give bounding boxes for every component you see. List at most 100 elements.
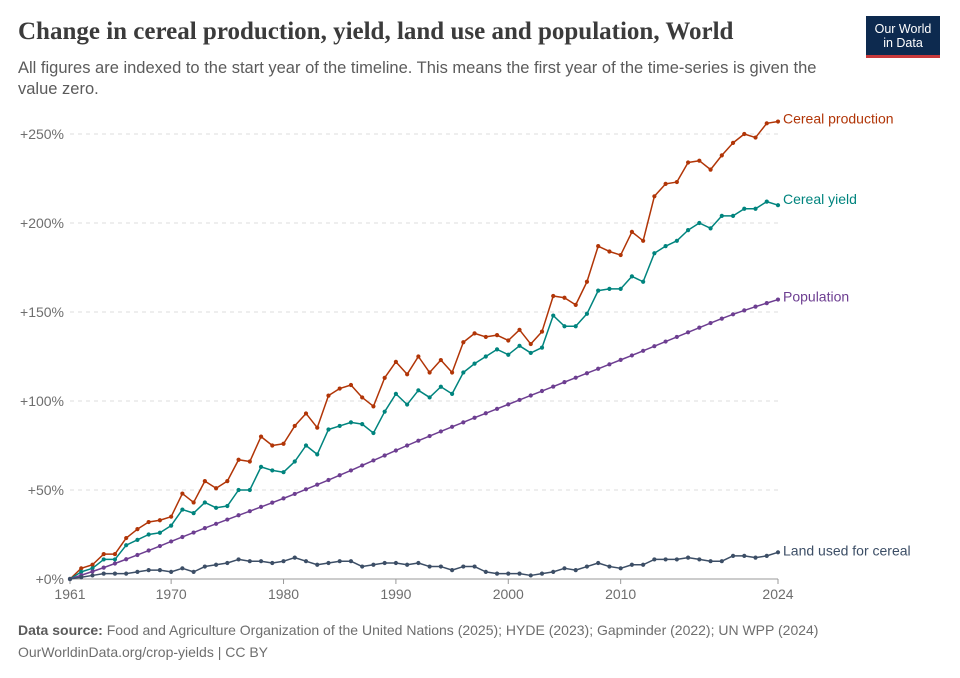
data-point[interactable] [674, 179, 679, 185]
data-point[interactable] [124, 571, 129, 576]
data-point[interactable] [112, 561, 118, 566]
data-point[interactable] [573, 375, 578, 380]
data-point[interactable] [247, 559, 252, 564]
data-point[interactable] [730, 140, 736, 145]
data-point[interactable] [416, 388, 421, 393]
data-point[interactable] [517, 327, 522, 332]
data-point[interactable] [225, 479, 230, 484]
data-point[interactable] [191, 500, 196, 505]
data-point[interactable] [494, 406, 500, 411]
data-point[interactable] [382, 409, 387, 414]
data-point[interactable] [652, 251, 657, 256]
data-point[interactable] [371, 562, 376, 567]
data-point[interactable] [303, 411, 309, 416]
data-point[interactable] [730, 312, 736, 317]
data-point[interactable] [562, 566, 567, 571]
data-point[interactable] [303, 443, 309, 448]
data-point[interactable] [225, 560, 230, 566]
data-point[interactable] [202, 479, 207, 484]
data-point[interactable] [371, 404, 376, 409]
data-point[interactable] [674, 238, 679, 243]
data-point[interactable] [618, 252, 623, 258]
data-point[interactable] [652, 194, 657, 199]
data-point[interactable] [697, 325, 702, 330]
data-point[interactable] [101, 557, 106, 562]
data-point[interactable] [112, 557, 118, 562]
data-point[interactable] [494, 347, 500, 352]
data-point[interactable] [753, 135, 758, 140]
data-point[interactable] [258, 559, 264, 564]
data-point[interactable] [708, 320, 713, 326]
data-point[interactable] [348, 420, 354, 425]
data-point[interactable] [382, 375, 387, 380]
data-point[interactable] [742, 308, 747, 313]
data-point[interactable] [213, 505, 219, 510]
data-point[interactable] [607, 249, 612, 254]
data-point[interactable] [674, 557, 679, 562]
data-point[interactable] [719, 213, 724, 218]
data-point[interactable] [472, 415, 477, 420]
data-point[interactable] [180, 566, 185, 571]
data-point[interactable] [461, 340, 466, 345]
data-point[interactable] [607, 286, 612, 291]
data-point[interactable] [483, 411, 488, 416]
data-point[interactable] [213, 562, 219, 567]
data-point[interactable] [157, 530, 163, 535]
data-point[interactable] [416, 354, 421, 359]
data-point[interactable] [483, 354, 488, 359]
series-line[interactable] [69, 120, 779, 580]
data-point[interactable] [528, 341, 533, 347]
data-point[interactable] [135, 537, 140, 542]
data-point[interactable] [270, 468, 275, 473]
data-point[interactable] [764, 121, 769, 126]
data-point[interactable] [697, 557, 702, 562]
data-point[interactable] [247, 487, 252, 493]
data-point[interactable] [764, 199, 769, 204]
data-point[interactable] [360, 463, 365, 468]
data-point[interactable] [461, 370, 466, 375]
data-point[interactable] [517, 571, 522, 576]
data-point[interactable] [551, 293, 556, 299]
data-point[interactable] [67, 576, 73, 582]
data-point[interactable] [697, 158, 702, 163]
data-point[interactable] [449, 568, 455, 573]
data-point[interactable] [315, 452, 320, 457]
data-point[interactable] [191, 511, 196, 516]
data-point[interactable] [416, 560, 421, 566]
data-point[interactable] [191, 569, 196, 574]
data-point[interactable] [337, 473, 342, 478]
data-point[interactable] [742, 131, 747, 137]
data-point[interactable] [674, 334, 679, 340]
data-point[interactable] [708, 226, 713, 231]
data-point[interactable] [663, 181, 668, 186]
data-point[interactable] [348, 382, 354, 388]
data-point[interactable] [90, 573, 95, 578]
data-point[interactable] [730, 553, 736, 558]
data-point[interactable] [326, 560, 331, 566]
data-point[interactable] [607, 362, 612, 367]
data-point[interactable] [438, 564, 443, 569]
data-point[interactable] [236, 513, 241, 518]
data-point[interactable] [258, 464, 264, 469]
data-point[interactable] [629, 274, 635, 279]
data-point[interactable] [79, 575, 84, 580]
series-line[interactable] [69, 298, 779, 580]
data-point[interactable] [258, 504, 264, 510]
data-point[interactable] [449, 370, 455, 375]
data-point[interactable] [584, 371, 590, 376]
data-point[interactable] [258, 434, 264, 439]
data-point[interactable] [629, 353, 635, 358]
data-point[interactable] [236, 487, 241, 493]
data-point[interactable] [685, 228, 691, 233]
data-point[interactable] [584, 279, 590, 284]
data-point[interactable] [753, 304, 758, 309]
data-point[interactable] [573, 568, 578, 573]
data-point[interactable] [180, 534, 185, 540]
data-point[interactable] [326, 477, 331, 483]
data-point[interactable] [112, 551, 118, 557]
data-point[interactable] [281, 496, 286, 501]
data-point[interactable] [472, 564, 477, 569]
data-point[interactable] [629, 229, 635, 234]
data-point[interactable] [506, 338, 511, 343]
data-point[interactable] [225, 503, 230, 509]
